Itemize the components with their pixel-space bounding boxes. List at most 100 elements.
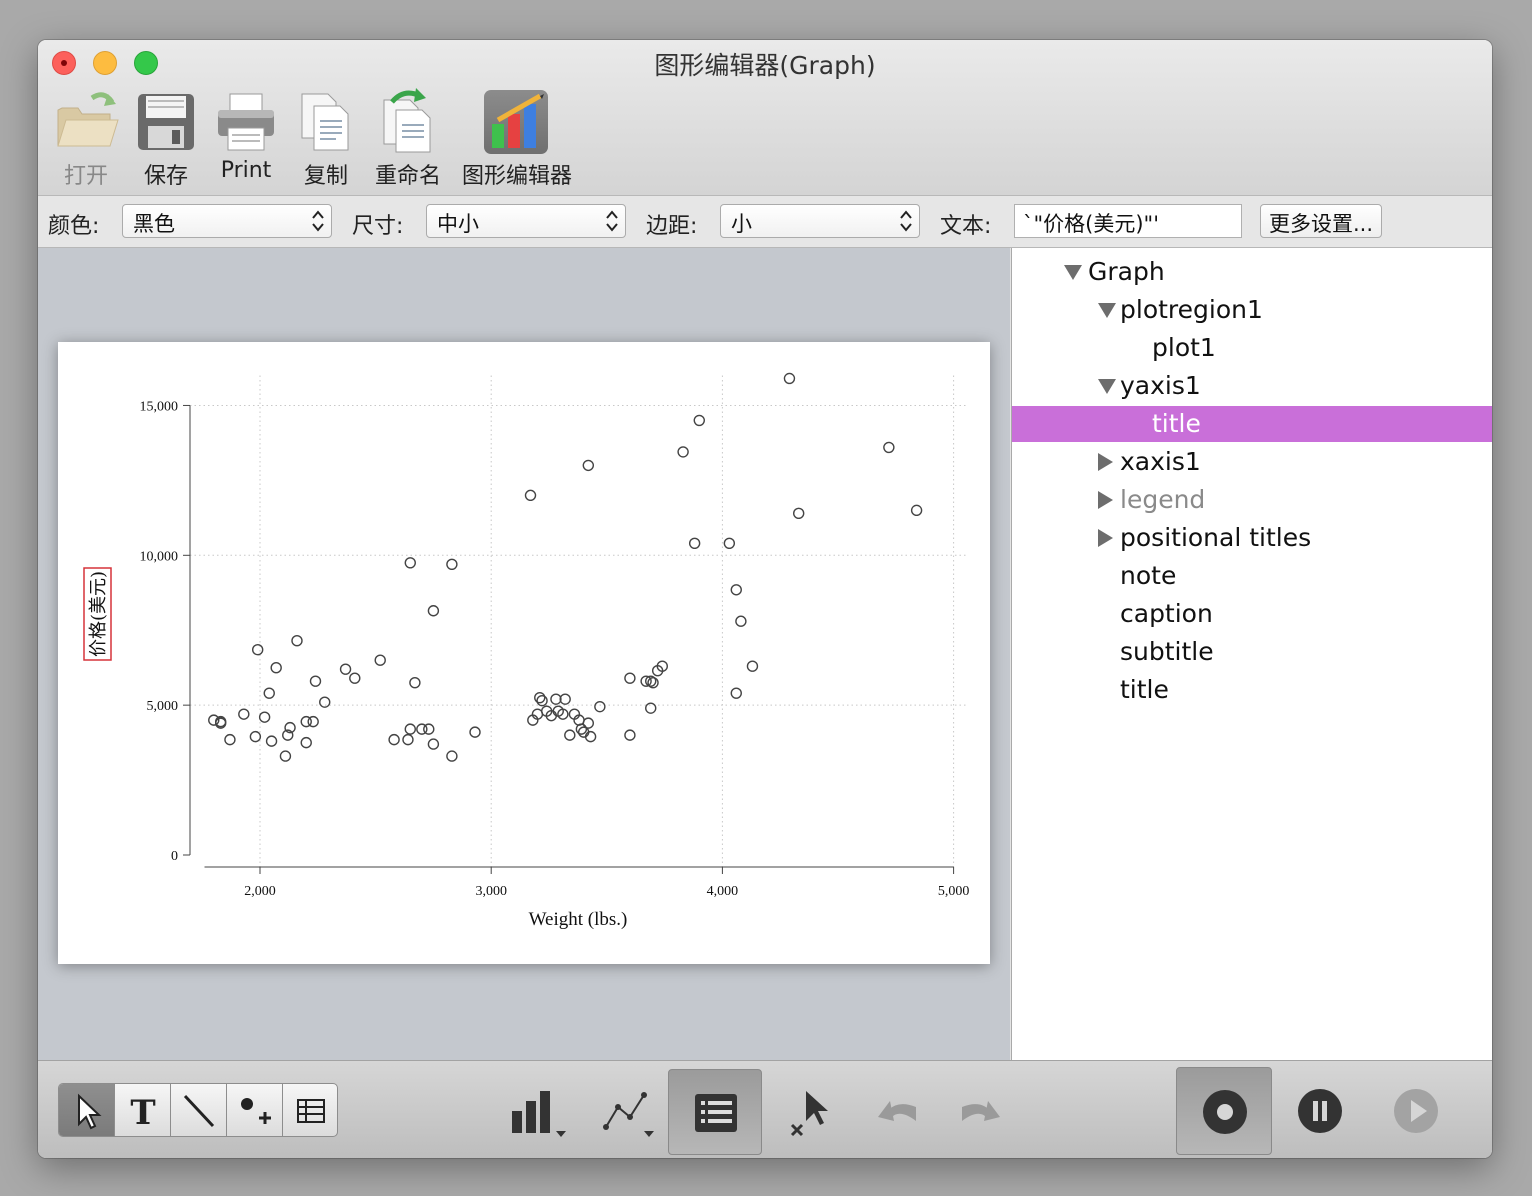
tree-item[interactable]: title [1012,406,1492,442]
tree-item[interactable]: Graph [1012,254,1492,290]
object-browser-tree[interactable]: Graph plotregion1 plot1 yaxis1 title xaxis1 le… [1011,248,1492,1060]
disclosure-collapsed-icon[interactable] [1098,453,1113,471]
y-axis-title-selection [83,567,112,661]
text-tool-button[interactable]: T [115,1084,171,1136]
window-title: 图形编辑器(Graph) [654,51,876,80]
data-point [309,675,322,687]
graph-paper[interactable]: 0 5,000 10,000 15,000 2,000 3,000 4,000 5,000 We… [58,342,990,964]
pause-icon[interactable] [1296,1087,1344,1135]
color-label: 颜色: [48,214,100,239]
tree-item[interactable]: xaxis1 [1012,444,1492,480]
margin-label: 边距: [646,214,698,239]
tree-item-label: plotregion1 [1120,295,1263,324]
data-point [265,735,278,747]
record-icon [1203,1090,1247,1134]
text-field[interactable]: `"价格(美元)"' [1014,204,1242,238]
graph-editor-icon [484,90,548,154]
pointer-tool-button[interactable] [59,1084,115,1136]
data-point [300,736,312,749]
property-bar: 颜色: 黑色 尺寸: 中小 边距: 小 文本: `"价格(美元)"' [38,196,1492,248]
data-point [249,730,262,743]
folder-open-icon [57,92,119,147]
data-point [677,446,689,458]
line-tool-button[interactable] [171,1084,227,1136]
copy-button[interactable]: 复制 [292,88,360,192]
open-button[interactable]: 打开 [52,88,120,192]
y-tick-label: 5,000 [147,699,179,714]
disclosure-expanded-icon[interactable] [1064,265,1082,280]
print-button[interactable]: Print [212,88,280,192]
data-point [564,729,576,741]
tree-item[interactable]: plot1 [1012,330,1492,366]
data-point [388,733,400,746]
data-point [416,723,428,735]
tree-item-label: xaxis1 [1120,447,1201,476]
size-label: 尺寸: [352,214,404,239]
tree-item[interactable]: title [1012,672,1492,708]
undo-icon[interactable] [876,1091,924,1131]
tree-item[interactable]: subtitle [1012,634,1492,670]
data-point [282,729,294,741]
object-browser-toggle-button[interactable] [668,1069,762,1155]
data-point [284,721,296,734]
data-point [279,750,292,762]
graph-editor-button[interactable]: 图形编辑器 [462,88,572,192]
y-tick-label: 0 [171,849,178,864]
tree-item-label: title [1120,675,1169,704]
data-point [550,693,562,705]
disclosure-collapsed-icon[interactable] [1098,491,1113,509]
tree-item[interactable]: caption [1012,596,1492,632]
scatter-chart[interactable]: 0 5,000 10,000 15,000 2,000 3,000 4,000 5,000 We… [58,342,990,964]
edit-pointer-icon[interactable] [784,1085,840,1141]
tree-item[interactable]: plotregion1 [1012,292,1492,328]
tree-item[interactable]: note [1012,558,1492,594]
data-point [349,672,361,684]
tool-segmented-control: T [58,1083,338,1137]
more-settings-button[interactable]: 更多设置... [1260,204,1382,238]
disclosure-collapsed-icon[interactable] [1098,529,1113,547]
x-tick-label: 2,000 [244,884,276,899]
tree-item-label: legend [1120,485,1206,514]
disclosure-expanded-icon[interactable] [1098,303,1116,318]
save-button[interactable]: 保存 [132,88,200,192]
select-arrows-icon [900,210,912,232]
margin-select[interactable]: 小 [720,204,920,238]
size-select[interactable]: 中小 [426,204,626,238]
redo-icon[interactable] [954,1091,1002,1131]
add-marker-tool-button[interactable] [227,1084,283,1136]
data-point [270,661,282,674]
bar-chart-menu-icon[interactable] [508,1087,572,1139]
tree-item-label: caption [1120,599,1213,628]
minimize-window-button[interactable] [93,51,117,75]
zoom-window-button[interactable] [134,51,158,75]
y-axis-title: 价格(美元) [88,571,109,657]
tree-item-label: title [1152,409,1201,438]
data-point [730,584,742,596]
data-point [746,660,759,672]
data-point [404,557,416,569]
rename-button[interactable]: 重命名 [374,88,442,192]
play-icon[interactable] [1392,1087,1440,1135]
tree-item[interactable]: yaxis1 [1012,368,1492,404]
tree-item-label: Graph [1088,257,1165,286]
disclosure-expanded-icon[interactable] [1098,379,1116,394]
tree-item[interactable]: legend [1012,482,1492,518]
y-tick-label: 15,000 [140,399,179,414]
grid-tool-button[interactable] [283,1084,337,1136]
data-point [224,733,236,746]
record-button[interactable] [1176,1067,1272,1155]
tree-item[interactable]: positional titles [1012,520,1492,556]
data-point [693,414,705,427]
color-select[interactable]: 黑色 [122,204,332,238]
graph-canvas-area[interactable]: 0 5,000 10,000 15,000 2,000 3,000 4,000 5,000 We… [38,248,1010,1060]
bottom-toolbar: T [38,1060,1492,1158]
close-window-button[interactable] [52,51,76,75]
line-chart-menu-icon[interactable] [600,1087,664,1139]
arrow-pointer-icon [78,1093,102,1130]
rename-document-icon [383,88,431,153]
y-tick-label: 10,000 [140,549,179,564]
data-point [594,700,606,713]
data-point [557,708,569,720]
data-point [575,723,588,735]
data-point [291,635,303,647]
